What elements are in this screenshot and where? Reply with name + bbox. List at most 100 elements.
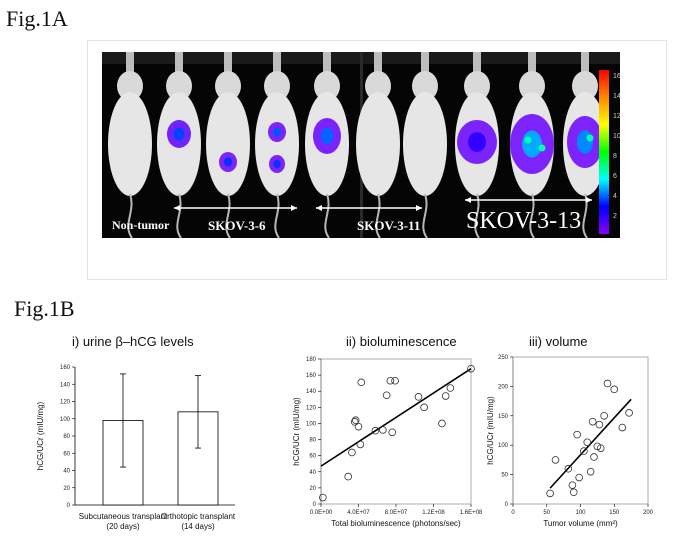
mice-photo-illustration: 16 14 12 10 8 6 4 2 bbox=[102, 52, 620, 238]
data-point bbox=[590, 453, 598, 461]
x-tick-label: 50 bbox=[543, 510, 550, 516]
data-point bbox=[379, 426, 387, 434]
data-point bbox=[356, 440, 365, 449]
mouse-head bbox=[264, 71, 290, 101]
x-category-label: Orthotopic transplant bbox=[161, 512, 236, 521]
data-point bbox=[583, 438, 592, 447]
x-tick-label: 0.0E+00 bbox=[310, 510, 333, 516]
figure-1a-label: Fig.1A bbox=[6, 6, 68, 31]
signal-hotspot bbox=[586, 134, 594, 142]
mouse-tail bbox=[274, 193, 280, 238]
data-point bbox=[319, 493, 327, 502]
data-point bbox=[618, 423, 627, 432]
y-tick-label: 100 bbox=[498, 443, 509, 449]
figure-1b-label: Fig.1B bbox=[14, 296, 75, 321]
colorbar-tick-label: 12 bbox=[613, 113, 620, 120]
data-point bbox=[350, 418, 359, 426]
x-tick-label: 100 bbox=[575, 510, 586, 516]
mouse-tail bbox=[582, 193, 588, 238]
data-point bbox=[603, 379, 612, 388]
x-tick-label: 200 bbox=[643, 510, 654, 516]
y-tick-label: 150 bbox=[498, 414, 509, 420]
data-point bbox=[391, 376, 399, 385]
y-tick-label: 160 bbox=[60, 365, 71, 371]
mouse-head bbox=[117, 71, 143, 101]
mouse-tail bbox=[127, 193, 133, 238]
y-tick-label: 160 bbox=[306, 373, 317, 379]
signal-core bbox=[576, 130, 594, 154]
signal-hotspot bbox=[538, 144, 546, 152]
y-tick-label: 100 bbox=[60, 417, 71, 423]
panel-i-title: i) urine β–hCG levels bbox=[72, 334, 194, 349]
y-tick-label: 60 bbox=[63, 451, 70, 457]
mouse-tail bbox=[422, 193, 428, 238]
signal-core bbox=[272, 127, 282, 137]
x-category-label: (20 days) bbox=[106, 522, 140, 531]
y-tick-label: 60 bbox=[309, 454, 316, 460]
mouse-body bbox=[403, 92, 447, 196]
mouse-tail bbox=[324, 193, 330, 238]
signal-core bbox=[273, 159, 281, 169]
data-point bbox=[573, 430, 581, 439]
data-point bbox=[420, 403, 428, 412]
data-point bbox=[580, 447, 588, 455]
y-tick-label: 20 bbox=[309, 486, 316, 492]
plot-frame bbox=[320, 358, 472, 505]
x-tick-label: 8.0E+07 bbox=[385, 510, 408, 516]
signal-core bbox=[468, 132, 486, 152]
colorbar-tick-label: 2 bbox=[613, 213, 617, 220]
colorbar-tick-label: 4 bbox=[613, 193, 617, 200]
scatter-chart-bioluminescence: 0 20 40 60 80 100 120 140 160 180 hCG/UCr (mIU/mg)… bbox=[292, 357, 483, 528]
data-point bbox=[351, 416, 360, 425]
data-point bbox=[344, 472, 352, 481]
mouse-head bbox=[572, 71, 598, 101]
plot-frame bbox=[512, 356, 649, 505]
data-point bbox=[596, 444, 605, 452]
y-tick-label: 20 bbox=[63, 486, 70, 492]
x-axis-label: Tumor volume (mm²) bbox=[543, 519, 618, 528]
mouse-tail bbox=[225, 193, 231, 238]
colorbar: 16 14 12 10 8 6 4 2 bbox=[599, 70, 620, 234]
mouse-head bbox=[464, 71, 490, 101]
colorbar-tick-label: 14 bbox=[613, 93, 620, 100]
mouse-head bbox=[166, 71, 192, 101]
group-label-skov-3-11: SKOV-3-11 bbox=[357, 218, 421, 233]
data-point bbox=[625, 409, 633, 417]
mouse-body bbox=[108, 92, 152, 196]
bar-chart-urine-hcg: 0 20 40 60 80 100 120 140 160 hCG/UCr (mIU/mg) Sub… bbox=[36, 365, 236, 531]
colorbar-tick-label: 10 bbox=[613, 133, 620, 140]
data-point bbox=[575, 473, 583, 482]
mouse-head bbox=[215, 71, 241, 101]
data-point bbox=[371, 426, 380, 435]
y-tick-label: 0 bbox=[67, 503, 71, 509]
data-point bbox=[348, 448, 356, 457]
data-point bbox=[588, 417, 597, 426]
mouse-head bbox=[412, 71, 438, 101]
mouse-head bbox=[314, 71, 340, 101]
y-tick-label: 0 bbox=[313, 502, 317, 508]
mouse-ear-clip bbox=[224, 52, 232, 74]
y-tick-label: 40 bbox=[309, 470, 316, 476]
mouse-ear-clip bbox=[126, 52, 134, 74]
colorbar-tick-label: 6 bbox=[613, 173, 617, 180]
data-point bbox=[551, 456, 560, 464]
colorbar-tick-label: 8 bbox=[613, 153, 617, 160]
mouse-body bbox=[356, 92, 400, 196]
mouse-tail bbox=[474, 193, 480, 238]
data-point bbox=[595, 420, 604, 429]
x-tick-label: 1.2E+08 bbox=[422, 510, 445, 516]
panel-iii-title: iii) volume bbox=[529, 334, 588, 349]
y-tick-label: 80 bbox=[309, 438, 316, 444]
signal-core bbox=[522, 130, 542, 158]
y-tick-label: 120 bbox=[60, 400, 71, 406]
data-point bbox=[382, 391, 391, 400]
mouse-ear-clip bbox=[421, 52, 429, 74]
data-point bbox=[564, 464, 573, 473]
data-point bbox=[610, 385, 619, 394]
x-axis-label: Total bioluminescence (photons/sec) bbox=[331, 519, 461, 528]
data-point bbox=[600, 412, 608, 420]
y-tick-label: 0 bbox=[505, 502, 509, 508]
y-tick-label: 120 bbox=[306, 405, 317, 411]
colorbar-tick-label: 16 bbox=[613, 73, 620, 80]
group-label-skov-3-6: SKOV-3-6 bbox=[208, 218, 266, 233]
